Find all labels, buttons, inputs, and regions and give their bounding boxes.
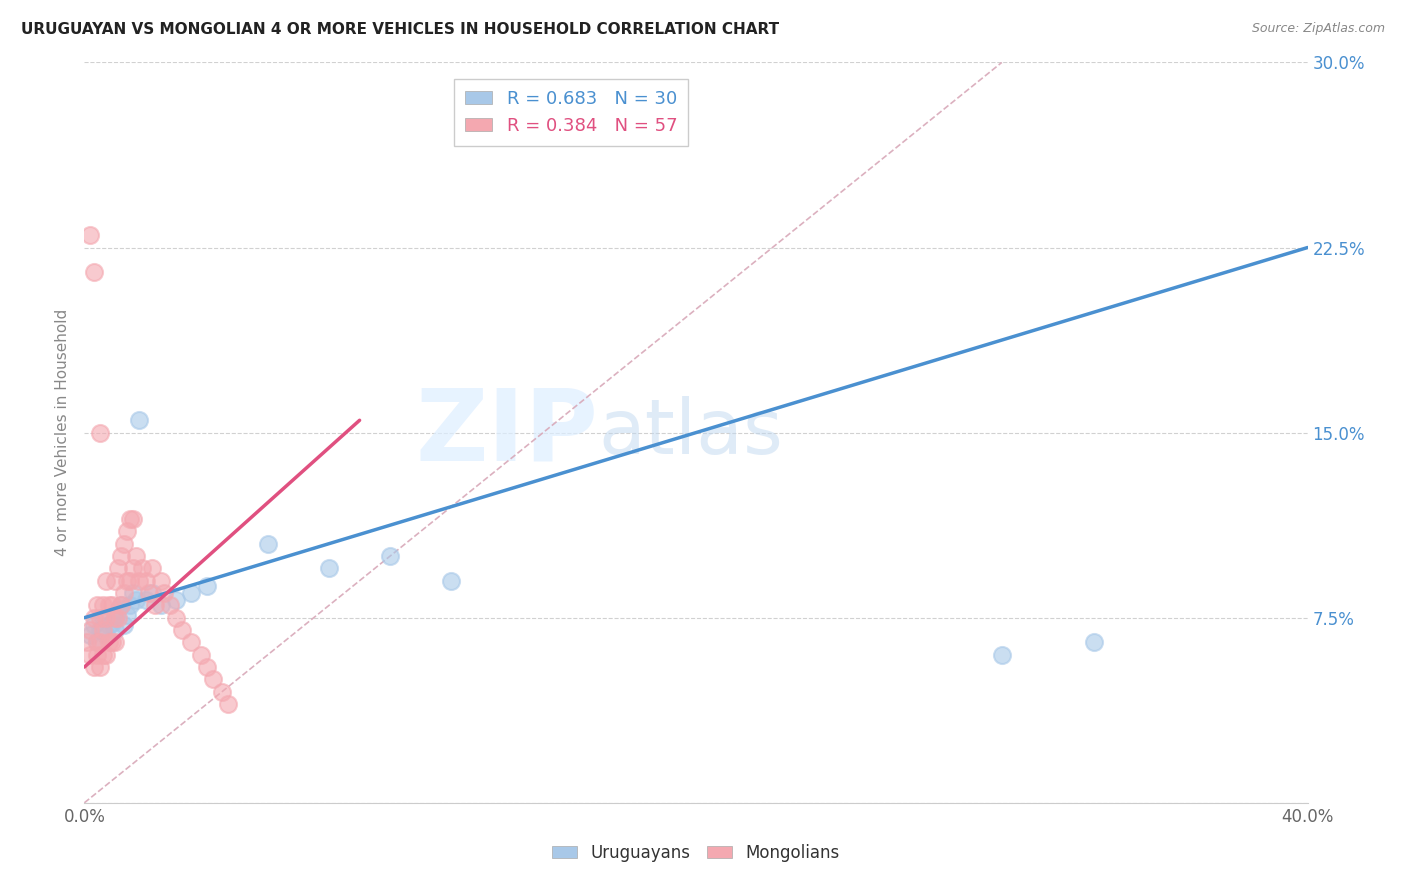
Point [115,524,138,539]
Point [104,635,127,649]
Point [165,593,187,607]
Point [83,265,105,279]
Point [107,610,129,624]
Point [135,574,157,588]
Point [257,536,280,550]
Point [89,635,111,649]
Point [97,599,120,613]
Point [159,599,181,613]
Point [110,599,132,613]
Point [104,574,127,588]
Point [125,593,148,607]
Point [991,648,1014,662]
Point [86,635,108,649]
Point [112,586,135,600]
Point [83,610,105,624]
Point [97,618,120,632]
Point [94,648,117,662]
Point [101,599,124,613]
Point [89,425,111,440]
Text: URUGUAYAN VS MONGOLIAN 4 OR MORE VEHICLES IN HOUSEHOLD CORRELATION CHART: URUGUAYAN VS MONGOLIAN 4 OR MORE VEHICLE… [21,22,779,37]
Point [107,561,129,575]
Point [112,618,135,632]
Point [91,599,114,613]
Point [76,635,98,649]
Point [101,635,124,649]
Point [201,673,224,687]
Point [86,648,108,662]
Point [120,512,142,526]
Point [190,648,212,662]
Point [89,610,111,624]
Point [122,586,145,600]
Point [104,610,127,624]
Point [104,610,127,624]
Text: ZIP: ZIP [415,384,598,481]
Point [112,536,135,550]
Point [89,623,111,637]
Point [94,628,117,642]
Point [128,413,150,427]
Point [86,599,108,613]
Point [94,610,117,624]
Text: atlas: atlas [598,396,783,469]
Point [79,228,101,243]
Point [97,635,120,649]
Point [107,603,129,617]
Point [115,608,138,623]
Point [101,615,124,630]
Point [195,579,218,593]
Legend: Uruguayans, Mongolians: Uruguayans, Mongolians [546,838,846,869]
Point [110,549,132,563]
Point [440,574,463,588]
Point [125,549,148,563]
Point [211,685,233,699]
Point [79,623,101,637]
Point [89,660,111,674]
Point [120,599,142,613]
Point [165,610,187,624]
Point [380,549,402,563]
Point [149,574,172,588]
Point [141,561,163,575]
Point [86,635,108,649]
Point [120,574,142,588]
Point [91,648,114,662]
Point [83,660,105,674]
Point [180,586,202,600]
Text: Source: ZipAtlas.com: Source: ZipAtlas.com [1251,22,1385,36]
Point [143,599,166,613]
Point [172,623,194,637]
Point [217,697,239,711]
Point [141,586,163,600]
Point [94,574,117,588]
Point [83,618,105,632]
Point [128,574,150,588]
Point [180,635,202,649]
Point [110,599,132,613]
Point [1083,635,1105,649]
Point [122,512,145,526]
Point [195,660,218,674]
Point [122,561,145,575]
Point [153,586,176,600]
Point [115,574,138,588]
Point [131,561,153,575]
Point [104,623,127,637]
Point [79,628,101,642]
Point [149,599,172,613]
Point [138,586,160,600]
Point [91,610,114,624]
Point [91,623,114,637]
Point [79,648,101,662]
Point [135,593,157,607]
Point [318,561,340,575]
Y-axis label: 4 or more Vehicles in Household: 4 or more Vehicles in Household [55,309,70,557]
